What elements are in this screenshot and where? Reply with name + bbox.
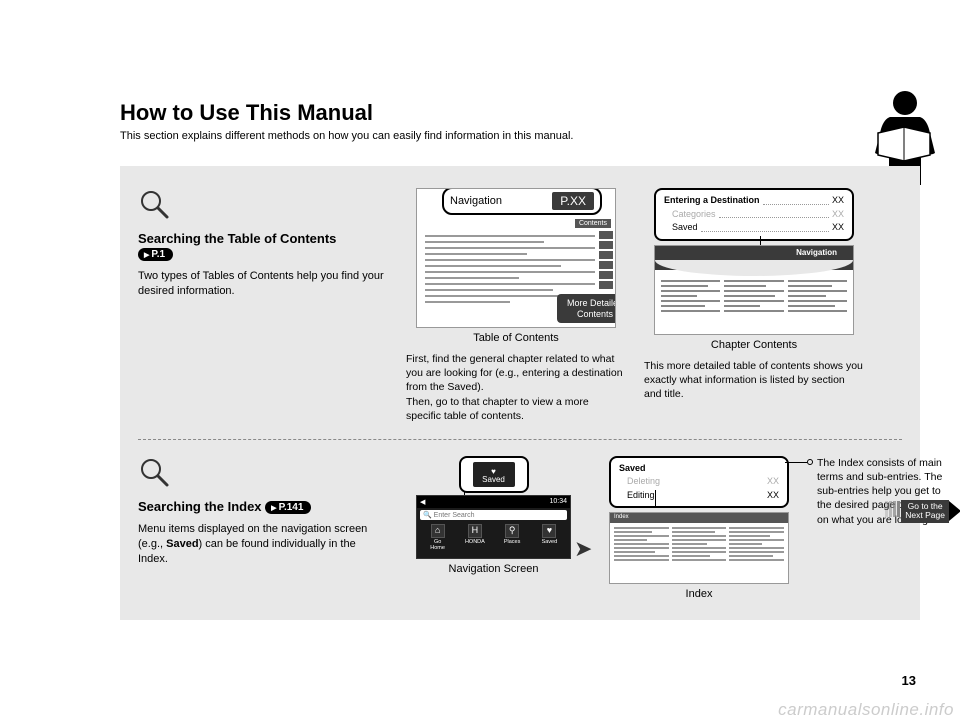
- page-title: How to Use This Manual: [120, 100, 920, 126]
- chapter-callout: Entering a DestinationXX CategoriesXX Sa…: [654, 188, 854, 241]
- page-subtitle: This section explains different methods …: [120, 130, 920, 142]
- section2-body: Menu items displayed on the navigation s…: [138, 522, 388, 567]
- page-number: 13: [902, 673, 916, 688]
- page-ref-141: P.141: [265, 501, 311, 514]
- chapter-desc: This more detailed table of contents sho…: [644, 359, 864, 402]
- content-panel: Searching the Table of Contents P.1 Two …: [120, 166, 920, 620]
- section1-title: Searching the Table of Contents P.1: [138, 231, 388, 261]
- section-toc: Searching the Table of Contents P.1 Two …: [138, 188, 902, 423]
- index-callout: Saved DeletingXX EditingXX: [609, 456, 789, 509]
- section1-body: Two types of Tables of Contents help you…: [138, 269, 388, 299]
- nav-screen-thumbnail: ◀10:34 🔍 Enter Search ⌂Go Home HHONDA ⚲P…: [416, 495, 571, 559]
- navscreen-caption: Navigation Screen: [406, 563, 581, 575]
- watermark: carmanualsonline.info: [778, 700, 954, 720]
- next-page-button[interactable]: Go to theNext Page: [885, 500, 960, 523]
- toc-callout: Navigation P.XX: [442, 188, 602, 215]
- flow-arrow-icon: ➤: [574, 536, 592, 562]
- toc-caption: Table of Contents: [406, 332, 626, 344]
- contents-tab: Contents: [575, 219, 611, 228]
- toc-thumbnail: Navigation P.XX Contents More Detailed C…: [416, 188, 616, 328]
- index-thumbnail: Index: [609, 512, 789, 584]
- index-caption: Index: [599, 588, 799, 600]
- chapter-caption: Chapter Contents: [644, 339, 864, 351]
- toc-desc: First, find the general chapter related …: [406, 352, 626, 423]
- section2-title: Searching the Index P.141: [138, 499, 388, 514]
- chapter-thumbnail: Navigation: [654, 245, 854, 335]
- page-ref-1: P.1: [138, 248, 173, 261]
- saved-callout: ♥Saved: [459, 456, 529, 493]
- more-detailed-badge: More Detailed Contents: [557, 294, 616, 323]
- magnifier-icon: [138, 188, 170, 220]
- magnifier-icon: [138, 456, 170, 488]
- section-index: Searching the Index P.141 Menu items dis…: [138, 456, 902, 601]
